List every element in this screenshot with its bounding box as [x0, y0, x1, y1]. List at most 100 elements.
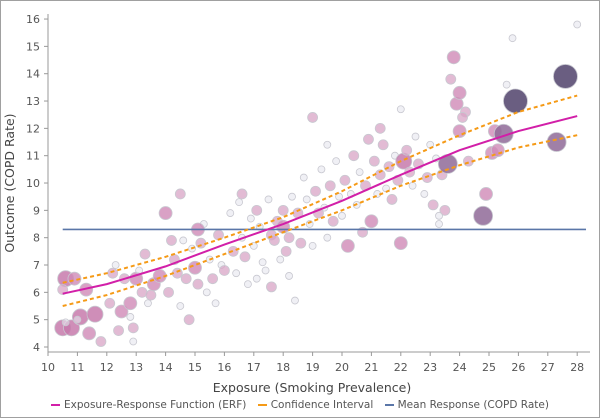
data-point — [114, 304, 129, 319]
points-layer — [54, 20, 582, 347]
data-point — [163, 286, 174, 298]
data-point — [383, 161, 395, 173]
data-point — [439, 204, 451, 216]
data-point — [363, 133, 374, 145]
data-point — [348, 150, 360, 162]
data-point — [374, 122, 386, 134]
data-point — [127, 322, 139, 334]
x-tick-label: 25 — [482, 361, 496, 374]
x-tick-label: 17 — [247, 361, 261, 374]
data-point — [145, 289, 157, 301]
data-point — [113, 325, 124, 337]
legend-label: Confidence Interval — [270, 399, 374, 411]
mean-swatch-icon — [384, 404, 394, 406]
data-point — [202, 288, 211, 297]
data-point — [435, 211, 443, 220]
y-tick-label: 16 — [26, 13, 40, 26]
data-point — [317, 165, 326, 174]
data-point — [327, 215, 339, 227]
data-point — [355, 168, 364, 176]
data-point — [401, 144, 413, 156]
data-point — [129, 337, 138, 346]
data-point — [324, 180, 336, 192]
y-tick-label: 7 — [33, 259, 40, 272]
data-point — [553, 64, 578, 89]
x-tick-label: 26 — [511, 361, 525, 374]
y-tick-label: 9 — [33, 204, 40, 217]
x-tick-label: 24 — [453, 361, 467, 374]
data-point — [104, 297, 116, 309]
data-point — [158, 206, 173, 220]
x-axis: 10 11 12 13 14 15 16 17 18 19 20 21 22 23 24 25 26 27 28 — [41, 351, 590, 374]
data-point — [291, 296, 299, 305]
data-point — [377, 139, 389, 151]
x-tick-label: 28 — [570, 361, 584, 374]
erf-swatch-icon — [51, 404, 61, 406]
data-point — [239, 251, 251, 263]
data-point — [503, 88, 528, 114]
y-tick-label: 8 — [33, 232, 40, 245]
data-point — [411, 132, 420, 141]
data-point — [573, 20, 582, 29]
legend-item-erf[interactable]: Exposure-Response Function (ERF) — [51, 399, 246, 411]
erf-line — [62, 115, 578, 295]
data-point — [174, 188, 186, 200]
ci-swatch-icon — [257, 404, 267, 406]
data-point — [335, 192, 343, 201]
data-point — [264, 195, 273, 204]
data-point — [207, 273, 219, 285]
data-point — [502, 80, 511, 89]
data-point — [82, 326, 97, 341]
y-tick-label: 14 — [26, 68, 40, 81]
legend: Exposure-Response Function (ERF) Confide… — [0, 399, 600, 411]
x-tick-label: 14 — [159, 361, 173, 374]
data-point — [280, 245, 292, 257]
x-tick-label: 18 — [276, 361, 290, 374]
ci-upper-line — [62, 94, 578, 284]
y-tick-label: 11 — [26, 150, 40, 163]
data-point — [179, 236, 188, 245]
data-point — [176, 302, 185, 310]
data-point — [310, 185, 321, 197]
data-point — [266, 281, 277, 293]
data-point — [508, 34, 517, 43]
data-point — [323, 140, 332, 149]
data-point — [261, 266, 270, 275]
data-point — [246, 214, 255, 223]
data-point — [302, 195, 311, 204]
data-point — [435, 220, 443, 228]
data-point — [307, 112, 319, 123]
legend-item-ci[interactable]: Confidence Interval — [257, 399, 374, 411]
data-point — [232, 269, 241, 278]
data-point — [139, 248, 151, 260]
legend-item-mean[interactable]: Mean Response (COPD Rate) — [384, 399, 549, 411]
x-tick-label: 11 — [70, 361, 84, 374]
x-tick-label: 10 — [41, 361, 55, 374]
data-point — [73, 315, 82, 324]
data-point — [180, 273, 192, 285]
y-tick-label: 6 — [33, 286, 40, 299]
data-point — [408, 181, 417, 190]
data-point — [57, 284, 69, 296]
data-point — [445, 73, 457, 85]
data-point — [457, 112, 468, 123]
data-point — [277, 204, 289, 216]
data-point — [126, 313, 135, 321]
data-point — [452, 124, 467, 138]
x-tick-label: 21 — [364, 361, 378, 374]
data-point — [107, 267, 119, 279]
data-point — [218, 265, 230, 276]
data-point — [192, 278, 204, 290]
data-point — [144, 299, 152, 308]
x-tick-label: 15 — [188, 361, 202, 374]
data-point — [285, 272, 293, 280]
data-point — [338, 211, 346, 220]
data-point — [308, 241, 317, 250]
y-tick-label: 10 — [26, 177, 40, 190]
data-point — [479, 187, 493, 201]
data-point — [213, 229, 224, 241]
data-point — [111, 261, 120, 269]
lines-layer — [62, 94, 587, 307]
data-point — [86, 305, 104, 323]
data-point — [251, 204, 263, 216]
